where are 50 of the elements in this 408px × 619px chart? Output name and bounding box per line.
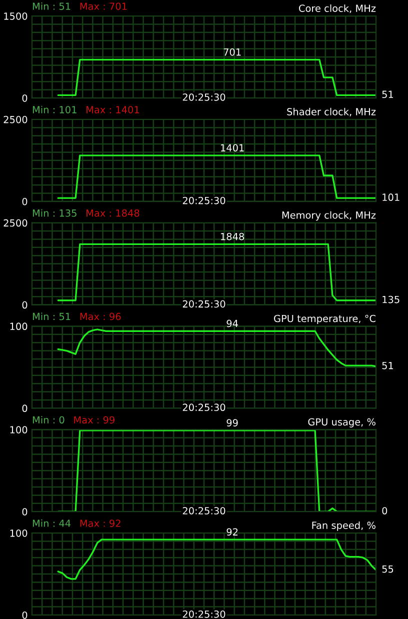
annotation: 20:25:30 bbox=[182, 196, 226, 204]
y-tick-label: 0 bbox=[22, 404, 28, 412]
data-label: 1401 bbox=[221, 144, 244, 152]
text: Max : 99 bbox=[74, 416, 114, 424]
data-label: 1848 bbox=[221, 232, 244, 240]
y-tick-label: 2500 bbox=[4, 219, 28, 227]
y-tick-label: 0 bbox=[22, 301, 28, 309]
text: Max : 92 bbox=[80, 520, 120, 527]
text: Max : 701 bbox=[80, 2, 127, 10]
data-label: 92 bbox=[226, 528, 238, 536]
text: Min : 135 bbox=[32, 209, 76, 217]
annotation: 20:25:30 bbox=[182, 300, 226, 308]
annotation: 20:25:30 bbox=[182, 93, 226, 101]
y-tick-label: 100 bbox=[10, 322, 28, 330]
text: Max : 96 bbox=[80, 312, 121, 320]
text: Min : 51 bbox=[32, 2, 70, 10]
chart-title: GPU usage, % bbox=[308, 418, 376, 428]
chart-title: Memory clock, MHz bbox=[282, 211, 376, 221]
line-series bbox=[57, 328, 376, 368]
data-label: 99 bbox=[226, 419, 238, 426]
text: Min : 0 bbox=[32, 416, 64, 424]
data-label: 701 bbox=[224, 48, 241, 56]
text: Min : 101 bbox=[32, 106, 76, 114]
line-series bbox=[57, 538, 376, 580]
y-tick-label: 0 bbox=[22, 198, 28, 206]
data-label: 0 bbox=[382, 507, 388, 514]
y-tick-label: 0 bbox=[22, 508, 28, 516]
text: Min : 44 bbox=[32, 519, 71, 527]
chart-title: Core clock, MHz bbox=[299, 4, 376, 13]
chart-title: Shader clock, MHz bbox=[287, 108, 376, 116]
y-tick-label: 100 bbox=[10, 529, 28, 537]
y-tick-label: 1500 bbox=[4, 12, 28, 20]
annotation: 20:25:30 bbox=[182, 610, 226, 618]
text: Max : 1848 bbox=[86, 209, 140, 217]
annotation: 20:25:30 bbox=[182, 404, 226, 412]
annotation: 20:25:30 bbox=[182, 507, 226, 514]
data-label: 51 bbox=[382, 90, 394, 98]
data-label: 55 bbox=[382, 565, 394, 573]
y-tick-label: 0 bbox=[22, 94, 28, 102]
chart-title: Fan speed, % bbox=[312, 521, 376, 531]
text: Min : 51 bbox=[32, 312, 70, 320]
y-tick-label: 100 bbox=[10, 426, 28, 434]
data-label: 101 bbox=[382, 194, 400, 201]
data-label: 135 bbox=[382, 296, 400, 304]
chart-title: GPU temperature, °C bbox=[274, 314, 376, 324]
data-label: 94 bbox=[226, 320, 238, 328]
y-tick-label: 2500 bbox=[4, 116, 28, 124]
text: Max : 1401 bbox=[86, 106, 139, 114]
y-tick-label: 0 bbox=[22, 611, 28, 619]
data-label: 51 bbox=[382, 362, 394, 370]
